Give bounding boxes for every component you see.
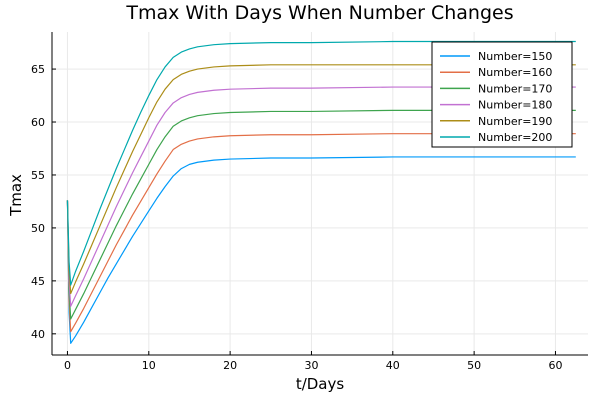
x-tick-label: 40 bbox=[386, 359, 400, 372]
y-tick-label: 55 bbox=[31, 169, 45, 182]
legend-label-4: Number=180 bbox=[478, 99, 552, 112]
series-line-4 bbox=[66, 86, 576, 307]
y-axis-label: Tmax bbox=[7, 174, 25, 217]
y-tick-label: 65 bbox=[31, 63, 45, 76]
axes-layer bbox=[51, 32, 588, 356]
series-line-2 bbox=[66, 133, 576, 333]
x-tick-label: 30 bbox=[304, 359, 318, 372]
legend-label-1: Number=150 bbox=[478, 50, 552, 63]
y-tick-label: 45 bbox=[31, 275, 45, 288]
x-tick-label: 50 bbox=[467, 359, 481, 372]
legend-box bbox=[431, 41, 573, 148]
legend-label-2: Number=160 bbox=[478, 66, 552, 79]
x-tick-label: 20 bbox=[223, 359, 237, 372]
series-line-6 bbox=[66, 40, 576, 286]
x-tick-label: 0 bbox=[64, 359, 71, 372]
chart-title: Tmax With Days When Number Changes bbox=[125, 2, 513, 24]
legend: Number=150 Number=160 Number=170 Number=180… bbox=[431, 41, 573, 148]
y-tick-label: 60 bbox=[31, 116, 45, 129]
legend-label-6: Number=200 bbox=[478, 131, 552, 144]
legend-label-3: Number=170 bbox=[478, 82, 552, 95]
series-layer bbox=[66, 40, 576, 344]
x-ticks-layer: 0 10 20 30 40 50 60 bbox=[64, 351, 562, 372]
legend-label-5: Number=190 bbox=[478, 115, 552, 128]
series-line-3 bbox=[66, 109, 576, 320]
y-tick-label: 50 bbox=[31, 222, 45, 235]
y-ticks-layer: 40 45 50 55 60 65 bbox=[31, 63, 56, 341]
x-tick-label: 10 bbox=[142, 359, 156, 372]
series-line-1 bbox=[66, 156, 576, 344]
x-tick-label: 60 bbox=[548, 359, 562, 372]
y-tick-label: 40 bbox=[31, 328, 45, 341]
series-line-5 bbox=[66, 64, 576, 295]
x-axis-label: t/Days bbox=[296, 375, 345, 393]
